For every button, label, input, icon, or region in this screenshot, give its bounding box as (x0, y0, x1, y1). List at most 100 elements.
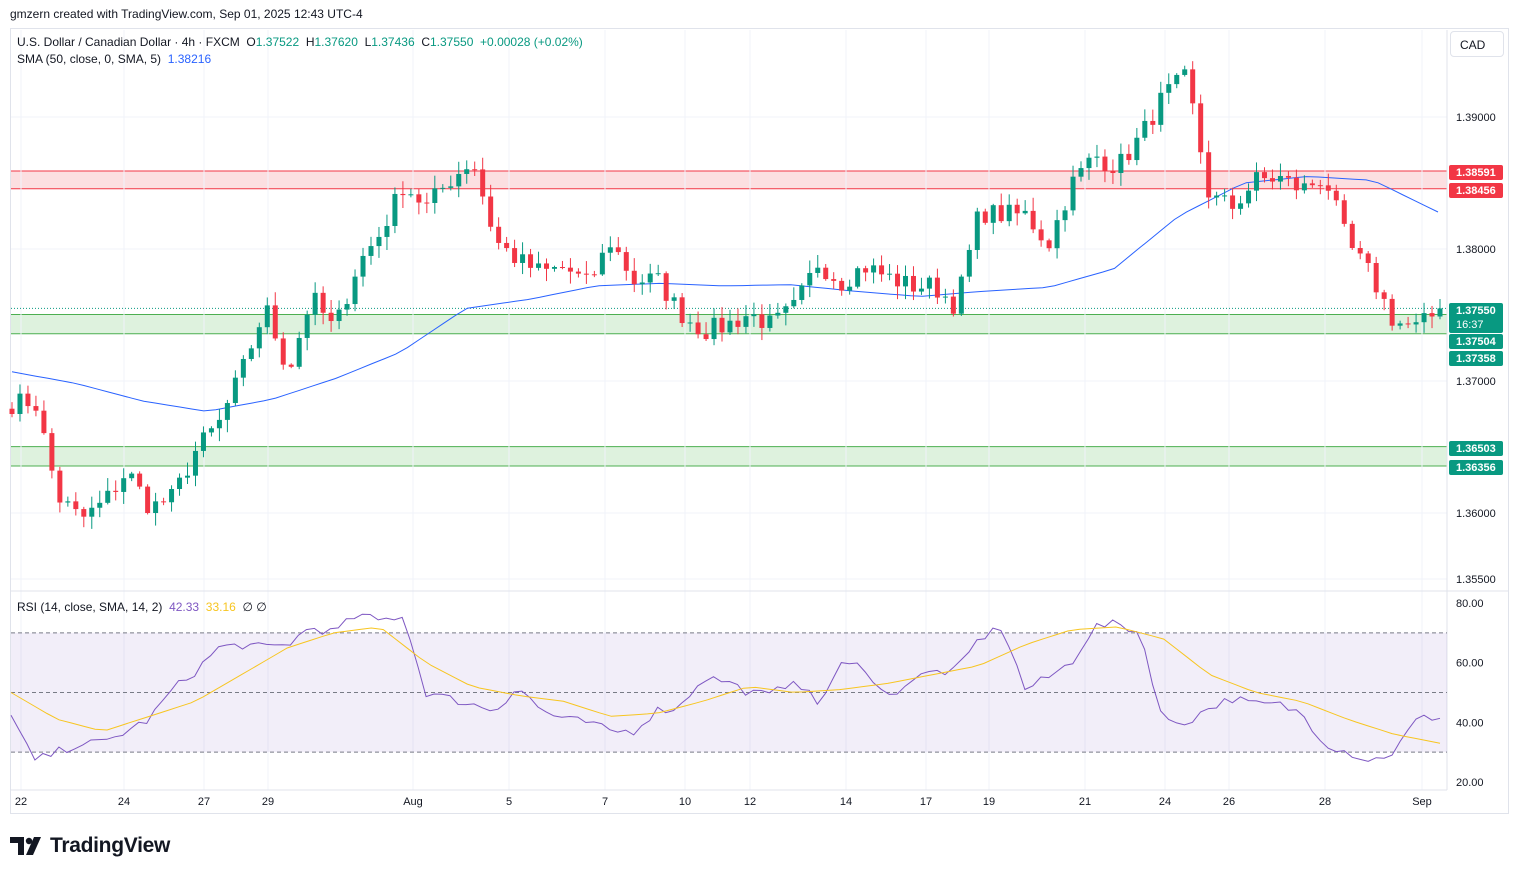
candle (296, 331, 302, 370)
price-label-text: 1.38456 (1456, 185, 1496, 197)
candle-body (520, 254, 526, 263)
candle (1246, 183, 1252, 208)
candle (950, 289, 956, 317)
candle-body (240, 358, 246, 378)
candle (137, 471, 143, 490)
candle-body (1014, 204, 1020, 214)
candle (559, 260, 565, 270)
candle-body (966, 249, 972, 277)
candle-body (320, 292, 326, 313)
open-label: O (246, 35, 256, 49)
candle (288, 363, 294, 369)
candle-body (743, 316, 749, 327)
candle (1397, 320, 1403, 330)
candle (97, 490, 103, 518)
candle-body (272, 305, 278, 339)
candle (121, 468, 127, 504)
candle (153, 492, 159, 526)
rsi-legend[interactable]: RSI (14, close, SMA, 14, 2) 42.33 33.16 … (17, 600, 267, 614)
candle-body (1373, 263, 1379, 293)
candle-body (448, 186, 454, 188)
currency-button[interactable]: CAD (1450, 31, 1504, 57)
candle (344, 298, 350, 316)
sma-line (11, 176, 1439, 412)
candle (1078, 161, 1084, 182)
candle-body (432, 188, 438, 203)
candle (9, 402, 15, 418)
candle-body (1022, 210, 1028, 214)
candle (958, 274, 964, 316)
time-tick-label: Sep (1412, 796, 1432, 808)
candle (735, 308, 741, 335)
symbol-legend[interactable]: U.S. Dollar / Canadian Dollar · 4h · FXC… (17, 35, 583, 49)
candle-body (57, 470, 63, 503)
candle (49, 428, 55, 479)
candle-body (974, 211, 980, 250)
candle-body (512, 248, 518, 263)
candle (408, 188, 414, 198)
candle-body (440, 187, 446, 189)
candle-body (528, 254, 534, 268)
candle (89, 496, 95, 529)
candle (536, 251, 542, 271)
candle (256, 322, 262, 358)
candle (352, 269, 358, 312)
price-label-text: 1.36356 (1456, 462, 1496, 474)
candle (320, 286, 326, 325)
candle-body (1349, 223, 1355, 249)
candle (679, 293, 685, 328)
time-tick-label: 27 (198, 796, 210, 808)
candle (1150, 109, 1156, 135)
candle-body (456, 173, 462, 187)
candle (1373, 256, 1379, 300)
candle-body (200, 432, 206, 451)
candle (743, 305, 749, 334)
candle (575, 268, 581, 278)
candle (591, 270, 597, 278)
candle (1309, 179, 1315, 188)
candle (272, 292, 278, 341)
candle-body (1118, 153, 1124, 174)
candle-body (655, 273, 661, 275)
candle-body (1269, 178, 1275, 182)
time-tick-label: 26 (1223, 796, 1235, 808)
candle (1325, 173, 1331, 200)
candle (240, 355, 246, 387)
candle-body (1405, 323, 1411, 325)
close-value: 1.37550 (429, 35, 474, 49)
candle-body (1421, 313, 1427, 323)
candle (1102, 149, 1108, 183)
sma-legend[interactable]: SMA (50, close, 0, SMA, 5) 1.38216 (17, 52, 211, 66)
candle-body (288, 364, 294, 367)
tradingview-logo[interactable]: TradingView (10, 832, 170, 860)
price-label-text: 1.38591 (1456, 167, 1496, 179)
candle (831, 272, 837, 289)
candle (544, 258, 550, 282)
candle (671, 293, 677, 310)
candle-body (137, 473, 143, 487)
candle-body (161, 501, 167, 503)
candle (1206, 140, 1212, 209)
candle-body (895, 273, 901, 287)
candle-body (783, 306, 789, 313)
price-label-bg (1449, 165, 1503, 180)
candle (871, 258, 877, 284)
candle (655, 264, 661, 277)
time-tick-label: 10 (679, 796, 691, 808)
candle-body (615, 247, 621, 253)
candle-body (1413, 322, 1419, 325)
candle (232, 370, 238, 406)
candle-body (1126, 153, 1132, 161)
candle-body (998, 205, 1004, 222)
candle (1054, 209, 1060, 259)
candle-body (1429, 313, 1435, 317)
candle-body (416, 194, 422, 203)
candle-body (727, 320, 733, 333)
candle (1269, 169, 1275, 190)
candle (1429, 305, 1435, 329)
candle-body (1397, 323, 1403, 326)
candle (599, 243, 605, 276)
candle (934, 268, 940, 305)
candle (424, 192, 430, 214)
